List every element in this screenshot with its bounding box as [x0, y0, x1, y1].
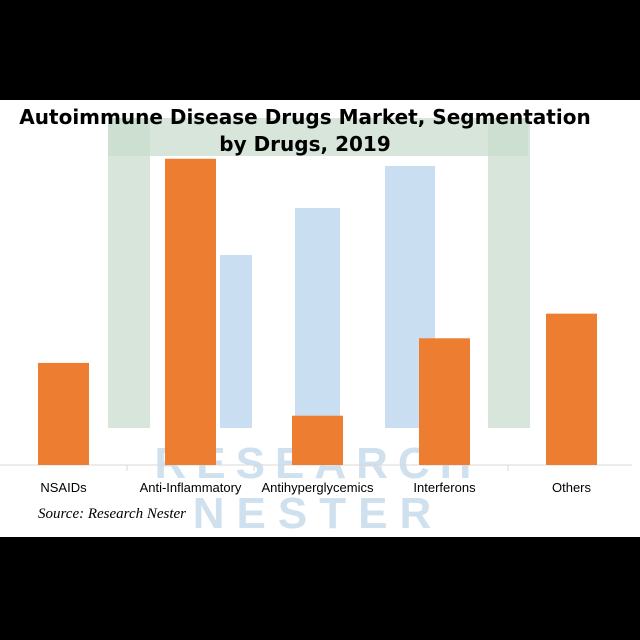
watermark-logo: RESEARCH NESTER [108, 118, 530, 537]
x-tick-label: Anti-Inflammatory [140, 480, 242, 495]
bar-chart: NSAIDs Anti-Inflammatory Antihyperglycemic… [0, 158, 632, 495]
chart-title: Autoimmune Disease Drugs Market, Segment… [19, 105, 591, 156]
bar-antihyperglycemics [292, 415, 343, 465]
source-note: Source: Research Nester [38, 506, 187, 522]
chart-panel: RESEARCH NESTER NSAIDs Anti-Inflammatory A… [0, 100, 640, 537]
x-tick-label: Interferons [413, 480, 476, 495]
x-tick-label: Others [552, 480, 592, 495]
bar-anti-inflammatory [165, 158, 216, 465]
bar-interferons [419, 338, 470, 465]
x-tick-label: Antihyperglycemics [262, 480, 374, 495]
bar-others [546, 313, 597, 465]
bar-nsaids [38, 362, 89, 465]
watermark-text-line2: NESTER [193, 489, 443, 537]
x-tick-label: NSAIDs [40, 480, 87, 495]
